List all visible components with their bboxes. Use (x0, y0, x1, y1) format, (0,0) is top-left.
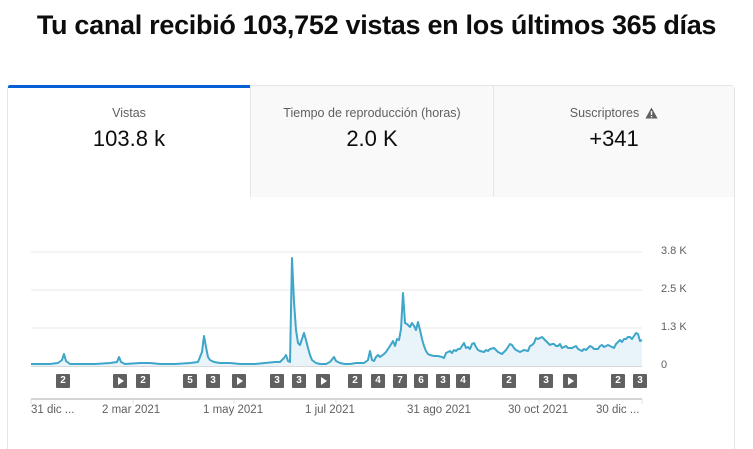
tab-views-value: 103.8 k (92, 126, 166, 151)
analytics-card: Vistas 103.8 k Tiempo de reproducción (h… (7, 85, 735, 449)
tab-watch-time-label: Tiempo de reproducción (horas) (283, 106, 461, 120)
videos-count-marker[interactable]: 6 (414, 374, 428, 388)
videos-count-marker[interactable]: 3 (206, 374, 220, 388)
x-axis-label: 1 may 2021 (203, 404, 264, 416)
videos-count-marker[interactable]: 4 (371, 374, 385, 388)
videos-count-marker[interactable]: 5 (183, 374, 197, 388)
metric-tabs: Vistas 103.8 k Tiempo de reproducción (h… (8, 85, 734, 197)
videos-count-marker[interactable]: 7 (393, 374, 407, 388)
x-axis-label: 30 dic ... (596, 404, 640, 416)
y-axis-label: 3.8 K (661, 245, 687, 257)
tab-subscribers-label-wrap: Suscriptores (494, 106, 734, 120)
videos-count-marker[interactable]: 2 (611, 374, 625, 388)
videos-count-marker[interactable]: 2 (502, 374, 516, 388)
x-axis-label: 31 ago 2021 (407, 404, 471, 416)
videos-count-marker[interactable]: 3 (270, 374, 284, 388)
x-axis-label: 2 mar 2021 (102, 404, 161, 416)
video-published-marker[interactable] (232, 374, 246, 388)
views-chart: 3.8 K 2.5 K 1.3 K 0 31 dic ... 2 mar 2021 1 ma… (8, 197, 734, 449)
y-axis-label: 2.5 K (661, 283, 687, 295)
videos-count-marker[interactable]: 4 (456, 374, 470, 388)
video-published-marker[interactable] (563, 374, 577, 388)
videos-count-marker[interactable]: 3 (539, 374, 553, 388)
x-axis-label: 31 dic ... (31, 404, 75, 416)
tab-subscribers[interactable]: Suscriptores +341 (493, 86, 734, 197)
tab-subscribers-value: +341 (589, 126, 639, 151)
tab-views-label: Vistas (112, 106, 146, 120)
videos-count-marker[interactable]: 2 (136, 374, 150, 388)
warning-icon[interactable] (645, 107, 658, 119)
page-headline: Tu canal recibió 103,752 vistas en los ú… (36, 10, 717, 40)
views-line[interactable] (31, 257, 643, 365)
tab-views[interactable]: Vistas 103.8 k (8, 85, 250, 197)
y-axis-label: 0 (661, 359, 668, 371)
x-axis-label: 30 oct 2021 (508, 404, 569, 416)
y-axis-label: 1.3 K (661, 321, 687, 333)
videos-count-marker[interactable]: 2 (348, 374, 362, 388)
videos-count-marker[interactable]: 3 (633, 374, 647, 388)
x-axis-label: 1 jul 2021 (305, 404, 355, 416)
videos-count-marker[interactable]: 3 (292, 374, 306, 388)
videos-count-marker[interactable]: 2 (56, 374, 70, 388)
chart-svg (30, 251, 643, 404)
views-area-fill (31, 258, 642, 366)
videos-count-marker[interactable]: 3 (436, 374, 450, 388)
video-published-marker[interactable] (316, 374, 330, 388)
video-published-marker[interactable] (113, 374, 127, 388)
tab-watch-time-value: 2.0 K (346, 126, 398, 151)
tab-subscribers-label: Suscriptores (569, 106, 640, 120)
tab-watch-time[interactable]: Tiempo de reproducción (horas) 2.0 K (250, 86, 493, 197)
